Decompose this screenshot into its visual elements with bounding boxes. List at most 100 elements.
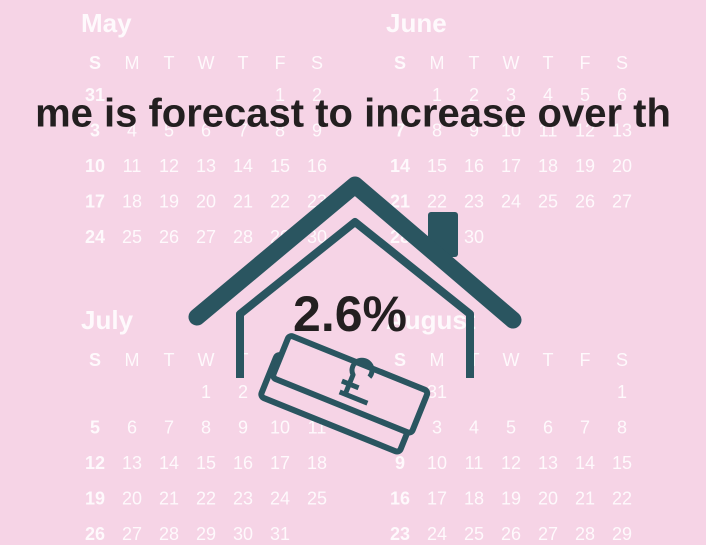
day: 22 — [612, 488, 632, 508]
day: 17 — [501, 156, 521, 176]
day: 17 — [270, 453, 290, 473]
month-title: July — [81, 305, 134, 335]
day: 10 — [427, 453, 447, 473]
month-title: June — [386, 8, 447, 38]
day: 14 — [575, 453, 595, 473]
day: 29 — [196, 524, 216, 544]
weekday: S — [311, 53, 323, 73]
day: 13 — [122, 453, 142, 473]
day: 7 — [580, 417, 590, 437]
day: 24 — [85, 227, 105, 247]
day: 15 — [427, 156, 447, 176]
day: 10 — [85, 156, 105, 176]
day: 14 — [390, 156, 410, 176]
day: 20 — [122, 488, 142, 508]
day: 9 — [395, 453, 405, 473]
day: 8 — [201, 417, 211, 437]
day: 12 — [159, 156, 179, 176]
weekday: S — [394, 350, 406, 370]
day: 25 — [122, 227, 142, 247]
day: 8 — [617, 417, 627, 437]
day: 20 — [612, 156, 632, 176]
day: 27 — [122, 524, 142, 544]
day: 19 — [575, 156, 595, 176]
weekday: S — [616, 350, 628, 370]
day: 26 — [85, 524, 105, 544]
day: 25 — [538, 191, 558, 211]
weekday: F — [580, 350, 591, 370]
day: 18 — [464, 488, 484, 508]
weekday: T — [164, 350, 175, 370]
weekday: S — [394, 53, 406, 73]
day: 19 — [85, 488, 105, 508]
day: 18 — [307, 453, 327, 473]
day: 6 — [543, 417, 553, 437]
day: 9 — [238, 417, 248, 437]
day: 28 — [159, 524, 179, 544]
day: 29 — [612, 524, 632, 544]
day: 27 — [538, 524, 558, 544]
weekday: S — [89, 350, 101, 370]
day: 4 — [469, 417, 479, 437]
day: 25 — [307, 488, 327, 508]
day: 25 — [464, 524, 484, 544]
day: 12 — [501, 453, 521, 473]
day: 14 — [159, 453, 179, 473]
day: 21 — [575, 488, 595, 508]
weekday: M — [430, 53, 445, 73]
day: 13 — [538, 453, 558, 473]
weekday: M — [430, 350, 445, 370]
day: 28 — [575, 524, 595, 544]
weekday: T — [238, 53, 249, 73]
month-title: May — [81, 8, 132, 38]
weekday: T — [543, 53, 554, 73]
day: 27 — [612, 191, 632, 211]
day: 1 — [617, 382, 627, 402]
weekday: F — [275, 53, 286, 73]
weekday: T — [543, 350, 554, 370]
day: 5 — [506, 417, 516, 437]
day: 18 — [538, 156, 558, 176]
day: 30 — [233, 524, 253, 544]
day: 26 — [159, 227, 179, 247]
headline: me is forecast to increase over th — [35, 92, 671, 136]
day: 26 — [575, 191, 595, 211]
day: 1 — [201, 382, 211, 402]
day: 19 — [159, 191, 179, 211]
day: 13 — [196, 156, 216, 176]
weekday: T — [469, 53, 480, 73]
day: 3 — [432, 417, 442, 437]
weekday: F — [580, 53, 591, 73]
day: 22 — [270, 191, 290, 211]
day: 16 — [307, 156, 327, 176]
day: 17 — [85, 191, 105, 211]
weekday: S — [89, 53, 101, 73]
day: 20 — [196, 191, 216, 211]
day: 11 — [465, 453, 484, 473]
day: 23 — [233, 488, 253, 508]
weekday: W — [503, 350, 520, 370]
day: 6 — [127, 417, 137, 437]
day: 21 — [233, 191, 253, 211]
day: 24 — [501, 191, 521, 211]
page: MaySMTWTFS311234567891011121314151617181… — [0, 0, 706, 545]
day: 20 — [538, 488, 558, 508]
day: 2 — [238, 382, 248, 402]
day: 5 — [90, 417, 100, 437]
day: 14 — [233, 156, 253, 176]
background — [0, 0, 706, 545]
day: 16 — [464, 156, 484, 176]
day: 24 — [270, 488, 290, 508]
weekday: W — [503, 53, 520, 73]
figure: 2.6% — [293, 286, 407, 342]
day: 30 — [464, 227, 484, 247]
day: 23 — [390, 524, 410, 544]
day: 23 — [464, 191, 484, 211]
day: 17 — [427, 488, 447, 508]
weekday: W — [198, 53, 215, 73]
day: 31 — [270, 524, 290, 544]
infographic: MaySMTWTFS311234567891011121314151617181… — [0, 0, 706, 545]
weekday: T — [164, 53, 175, 73]
day: 21 — [159, 488, 179, 508]
weekday: M — [125, 350, 140, 370]
